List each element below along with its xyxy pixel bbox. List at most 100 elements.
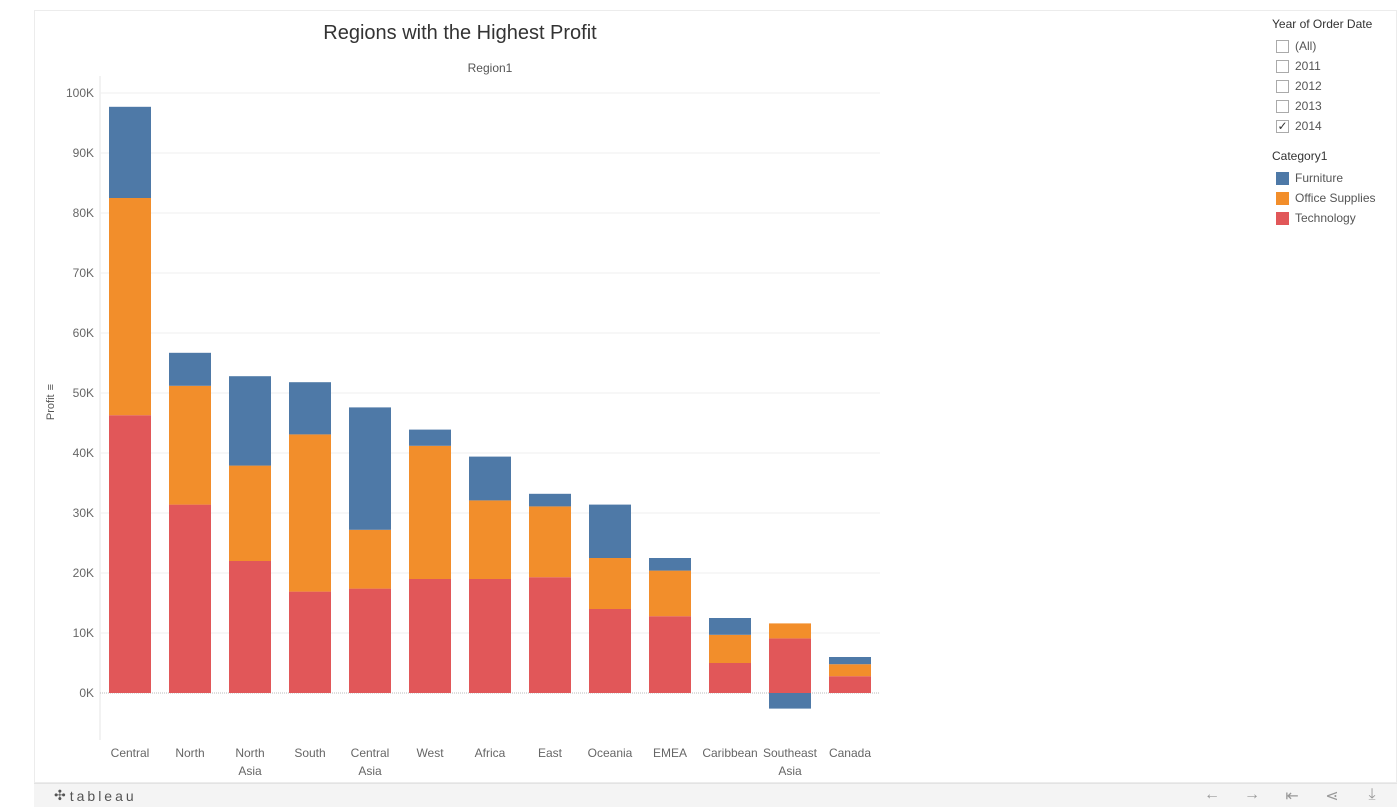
x-tick-label: South <box>294 746 325 760</box>
bar-office-supplies[interactable] <box>829 664 871 677</box>
bar-furniture[interactable] <box>229 376 271 466</box>
checkbox-icon[interactable] <box>1276 39 1289 53</box>
bar-office-supplies[interactable] <box>529 506 571 578</box>
bar-technology[interactable] <box>829 676 871 693</box>
x-tick-label: Africa <box>475 746 506 760</box>
x-tick-label: Asia <box>778 764 802 778</box>
bar-furniture[interactable] <box>589 504 631 558</box>
legend-swatch <box>1276 211 1289 225</box>
bar-technology[interactable] <box>289 591 331 693</box>
bar-office-supplies[interactable] <box>709 634 751 663</box>
legend-label: Office Supplies <box>1295 191 1376 205</box>
year-filter-option[interactable]: (All) <box>1272 36 1392 56</box>
bar-technology[interactable] <box>109 415 151 693</box>
bar-furniture[interactable] <box>409 429 451 446</box>
share-icon[interactable]: ⋖ <box>1325 788 1339 805</box>
bar-furniture[interactable] <box>109 106 151 198</box>
y-tick-label: 70K <box>73 266 94 280</box>
bar-furniture[interactable] <box>469 456 511 501</box>
arrow-left-icon[interactable]: ← <box>1204 786 1220 803</box>
y-tick-label: 100K <box>66 86 94 100</box>
x-tick-label: Asia <box>358 764 382 778</box>
chart-title: Regions with the Highest Profit <box>323 22 597 44</box>
x-tick-label: Central <box>111 746 150 760</box>
bar-technology[interactable] <box>529 577 571 693</box>
revert-icon[interactable]: ⇤ <box>1285 788 1299 805</box>
bar-technology[interactable] <box>169 504 211 693</box>
bar-technology[interactable] <box>769 638 811 693</box>
legend-swatch <box>1276 191 1289 205</box>
year-filter-label: 2013 <box>1295 99 1322 113</box>
x-tick-label: EMEA <box>653 746 687 760</box>
y-tick-label: 80K <box>73 206 94 220</box>
year-filter-label: 2011 <box>1295 59 1321 73</box>
y-tick-label: 90K <box>73 146 94 160</box>
year-filter-option[interactable]: ✓ 2014 <box>1272 116 1392 136</box>
legend-swatch <box>1276 171 1289 185</box>
y-tick-label: 20K <box>73 566 94 580</box>
checkbox-icon[interactable] <box>1276 59 1289 73</box>
bar-office-supplies[interactable] <box>409 445 451 579</box>
checkbox-checked-icon[interactable]: ✓ <box>1276 118 1289 133</box>
bar-office-supplies[interactable] <box>109 198 151 416</box>
year-filter-title: Year of Order Date <box>1272 17 1373 31</box>
bar-furniture[interactable] <box>709 618 751 635</box>
column-header: Region1 <box>467 61 513 75</box>
year-filter-option[interactable]: 2013 <box>1272 96 1392 116</box>
bottom-toolbar: ✣ tableau ← → ⇤ ⋖ ⤓ <box>34 783 1397 807</box>
brand-text: tableau <box>69 787 137 804</box>
legend-item[interactable]: Office Supplies <box>1272 188 1397 208</box>
bar-office-supplies[interactable] <box>289 434 331 592</box>
x-tick-label: North <box>175 746 204 760</box>
bar-office-supplies[interactable] <box>229 465 271 561</box>
bar-furniture[interactable] <box>169 352 211 386</box>
bar-furniture[interactable] <box>349 407 391 530</box>
y-tick-label: 10K <box>73 626 94 640</box>
bar-office-supplies[interactable] <box>469 500 511 579</box>
checkbox-icon[interactable] <box>1276 79 1289 93</box>
bar-office-supplies[interactable] <box>649 570 691 617</box>
legend-label: Technology <box>1295 211 1356 225</box>
year-filter-option[interactable]: 2011 <box>1272 56 1392 76</box>
bar-technology[interactable] <box>349 588 391 693</box>
year-filter-option[interactable]: 2012 <box>1272 76 1392 96</box>
category-legend: Category1 Furniture Office Supplies Techno… <box>1272 148 1397 228</box>
y-tick-label: 60K <box>73 326 94 340</box>
year-filter-label: 2014 <box>1295 119 1322 133</box>
bar-furniture[interactable] <box>649 558 691 571</box>
bar-technology[interactable] <box>229 561 271 693</box>
bar-furniture[interactable] <box>769 693 811 709</box>
x-tick-label: Asia <box>238 764 262 778</box>
bar-furniture[interactable] <box>289 382 331 435</box>
bar-office-supplies[interactable] <box>769 623 811 639</box>
bar-furniture[interactable] <box>529 493 571 507</box>
download-icon[interactable]: ⤓ <box>1368 786 1376 803</box>
tableau-logo-icon: ✣ <box>54 787 66 803</box>
y-tick-label: 40K <box>73 446 94 460</box>
legend-item[interactable]: Technology <box>1272 208 1397 228</box>
legend-item[interactable]: Furniture <box>1272 168 1397 188</box>
year-filter: Year of Order Date (All) 2011 2012 2013 ✓ 201… <box>1272 16 1392 136</box>
checkbox-icon[interactable] <box>1276 99 1289 113</box>
bar-technology[interactable] <box>589 609 631 693</box>
y-tick-label: 50K <box>73 386 94 400</box>
bar-office-supplies[interactable] <box>349 529 391 589</box>
arrow-right-icon[interactable]: → <box>1244 786 1260 803</box>
y-tick-label: 0K <box>79 686 94 700</box>
bar-technology[interactable] <box>469 579 511 693</box>
bar-technology[interactable] <box>409 579 451 693</box>
legend-label: Furniture <box>1295 171 1344 185</box>
x-tick-label: East <box>538 746 563 760</box>
x-tick-label: Central <box>351 746 390 760</box>
bar-technology[interactable] <box>709 663 751 693</box>
bar-technology[interactable] <box>649 616 691 693</box>
y-tick-label: 30K <box>73 506 94 520</box>
bar-furniture[interactable] <box>829 657 871 665</box>
bar-office-supplies[interactable] <box>169 385 211 505</box>
legend-title: Category1 <box>1272 149 1328 163</box>
tableau-brand[interactable]: ✣ tableau <box>54 787 137 804</box>
chart-canvas: 0K 10K 20K 30K 40K 50K 60K 70K 80K 90K 100K Central… <box>66 76 880 778</box>
x-tick-label: North <box>235 746 264 760</box>
year-filter-label: (All) <box>1295 39 1317 53</box>
bar-office-supplies[interactable] <box>589 558 631 609</box>
